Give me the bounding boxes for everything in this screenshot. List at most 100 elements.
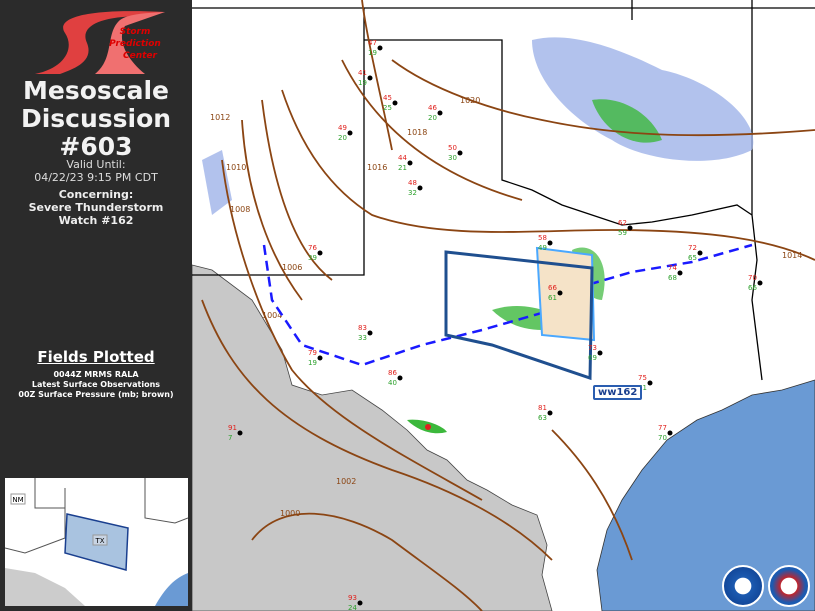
isobar-label: 1004 (262, 311, 282, 320)
station-marker (597, 350, 603, 356)
isobar-label: 1016 (367, 163, 387, 172)
logo-text: Storm (120, 27, 151, 37)
surface-observations: 47 19 41 19 45 25 46 20 49 20 44 21 50 30 48 32 58 49 62 59… (228, 39, 763, 611)
station-temperature: 49 (338, 124, 347, 132)
station-marker (697, 250, 703, 256)
station-dewpoint: 19 (308, 359, 317, 367)
station-marker (347, 130, 353, 136)
station-temperature: 48 (408, 179, 417, 187)
isobar-label: 1018 (407, 128, 427, 137)
isobar-label: 1002 (336, 477, 356, 486)
station-temperature: 86 (388, 369, 397, 377)
station-marker (627, 225, 633, 231)
station-dewpoint: 69 (588, 354, 597, 362)
station-temperature: 58 (538, 234, 547, 242)
isobar-label: 1012 (210, 113, 230, 122)
title-line: Discussion (20, 104, 172, 133)
station-marker (407, 160, 413, 166)
station-temperature: 76 (308, 244, 317, 252)
station-temperature: 73 (588, 344, 597, 352)
station-marker (367, 330, 373, 336)
logo-text: Prediction (109, 39, 161, 49)
concerning: Concerning: Severe Thunderstorm Watch #1… (0, 188, 192, 227)
fields-heading: Fields Plotted (37, 348, 155, 366)
station-temperature: 66 (548, 284, 557, 292)
spc-logo: Storm Prediction Center (35, 11, 165, 74)
page-title: Mesoscale Discussion #603 (0, 77, 192, 161)
nws-logo (768, 565, 810, 607)
surface-map: 1020 1018 1016 1014 1012 1010 1008 1006 … (192, 0, 815, 611)
station-dewpoint: 20 (338, 134, 347, 142)
station-marker (677, 270, 683, 276)
isobar-label: 1006 (282, 263, 302, 272)
station-marker (667, 430, 673, 436)
concerning-text: Watch #162 (58, 214, 134, 227)
field-item: 0044Z MRMS RALA (53, 370, 139, 379)
isobar-label: 1008 (230, 205, 250, 214)
station-temperature: 79 (308, 349, 317, 357)
station-temperature: 72 (688, 244, 697, 252)
station-marker (757, 280, 763, 286)
station-dewpoint: 30 (448, 154, 457, 162)
station-marker (237, 430, 243, 436)
station-temperature: 75 (638, 374, 647, 382)
sidebar: Storm Prediction Center Mesoscale Discus… (0, 0, 192, 611)
station-dewpoint: 66 (748, 284, 757, 292)
station-dewpoint: 65 (688, 254, 697, 262)
station-temperature: 46 (428, 104, 437, 112)
station-marker (367, 75, 373, 81)
md-watch-area (535, 246, 596, 342)
station-dewpoint: 40 (388, 379, 397, 387)
station-marker (547, 410, 553, 416)
station-dewpoint: 32 (408, 189, 417, 197)
station-dewpoint: 39 (308, 254, 317, 262)
gulf-of-mexico (596, 379, 815, 611)
station-temperature: 74 (668, 264, 677, 272)
station-marker (357, 600, 363, 606)
station-dewpoint: 21 (398, 164, 407, 172)
md-area-polygon (444, 250, 594, 381)
station-marker (647, 380, 653, 386)
station-temperature: 45 (383, 94, 392, 102)
station-temperature: 93 (348, 594, 357, 602)
cold-front (262, 243, 753, 367)
isobars (201, 0, 815, 611)
station-marker (317, 355, 323, 361)
station-marker (397, 375, 403, 381)
station-dewpoint: 19 (368, 49, 377, 57)
station-marker (557, 290, 563, 296)
md-number: #603 (59, 132, 133, 161)
station-dewpoint: 63 (538, 414, 547, 422)
isobar-label: 1010 (226, 163, 246, 172)
field-item: Latest Surface Observations (31, 380, 161, 389)
station-dewpoint: 68 (668, 274, 677, 282)
station-dewpoint: 24 (348, 604, 357, 611)
station-dewpoint: 71 (638, 384, 647, 392)
field-item: 00Z Surface Pressure (mb; brown) (18, 390, 174, 399)
title-line: Mesoscale (23, 76, 169, 105)
station-temperature: 41 (358, 69, 367, 77)
station-temperature: 62 (618, 219, 627, 227)
isobar-label: 1020 (460, 96, 480, 105)
station-marker (392, 100, 398, 106)
station-dewpoint: 25 (383, 104, 392, 112)
noaa-logo (722, 565, 764, 607)
station-dewpoint: 59 (618, 229, 627, 237)
station-marker (457, 150, 463, 156)
valid-time: 04/22/23 9:15 PM CDT (34, 171, 158, 184)
locator-inset-map: NM TX (5, 478, 188, 606)
station-temperature: 44 (398, 154, 407, 162)
station-marker (437, 110, 443, 116)
fields-list: 0044Z MRMS RALA Latest Surface Observati… (0, 370, 192, 400)
watch-label[interactable]: ww162 (593, 385, 643, 400)
station-marker (547, 240, 553, 246)
concerning-text: Severe Thunderstorm (28, 201, 164, 214)
station-marker (377, 45, 383, 51)
station-dewpoint: 33 (358, 334, 367, 342)
logo-text: Center (123, 51, 158, 61)
station-marker (417, 185, 423, 191)
state-label-nm: NM (12, 496, 23, 504)
station-dewpoint: 49 (538, 244, 547, 252)
station-temperature: 81 (538, 404, 547, 412)
station-temperature: 83 (358, 324, 367, 332)
